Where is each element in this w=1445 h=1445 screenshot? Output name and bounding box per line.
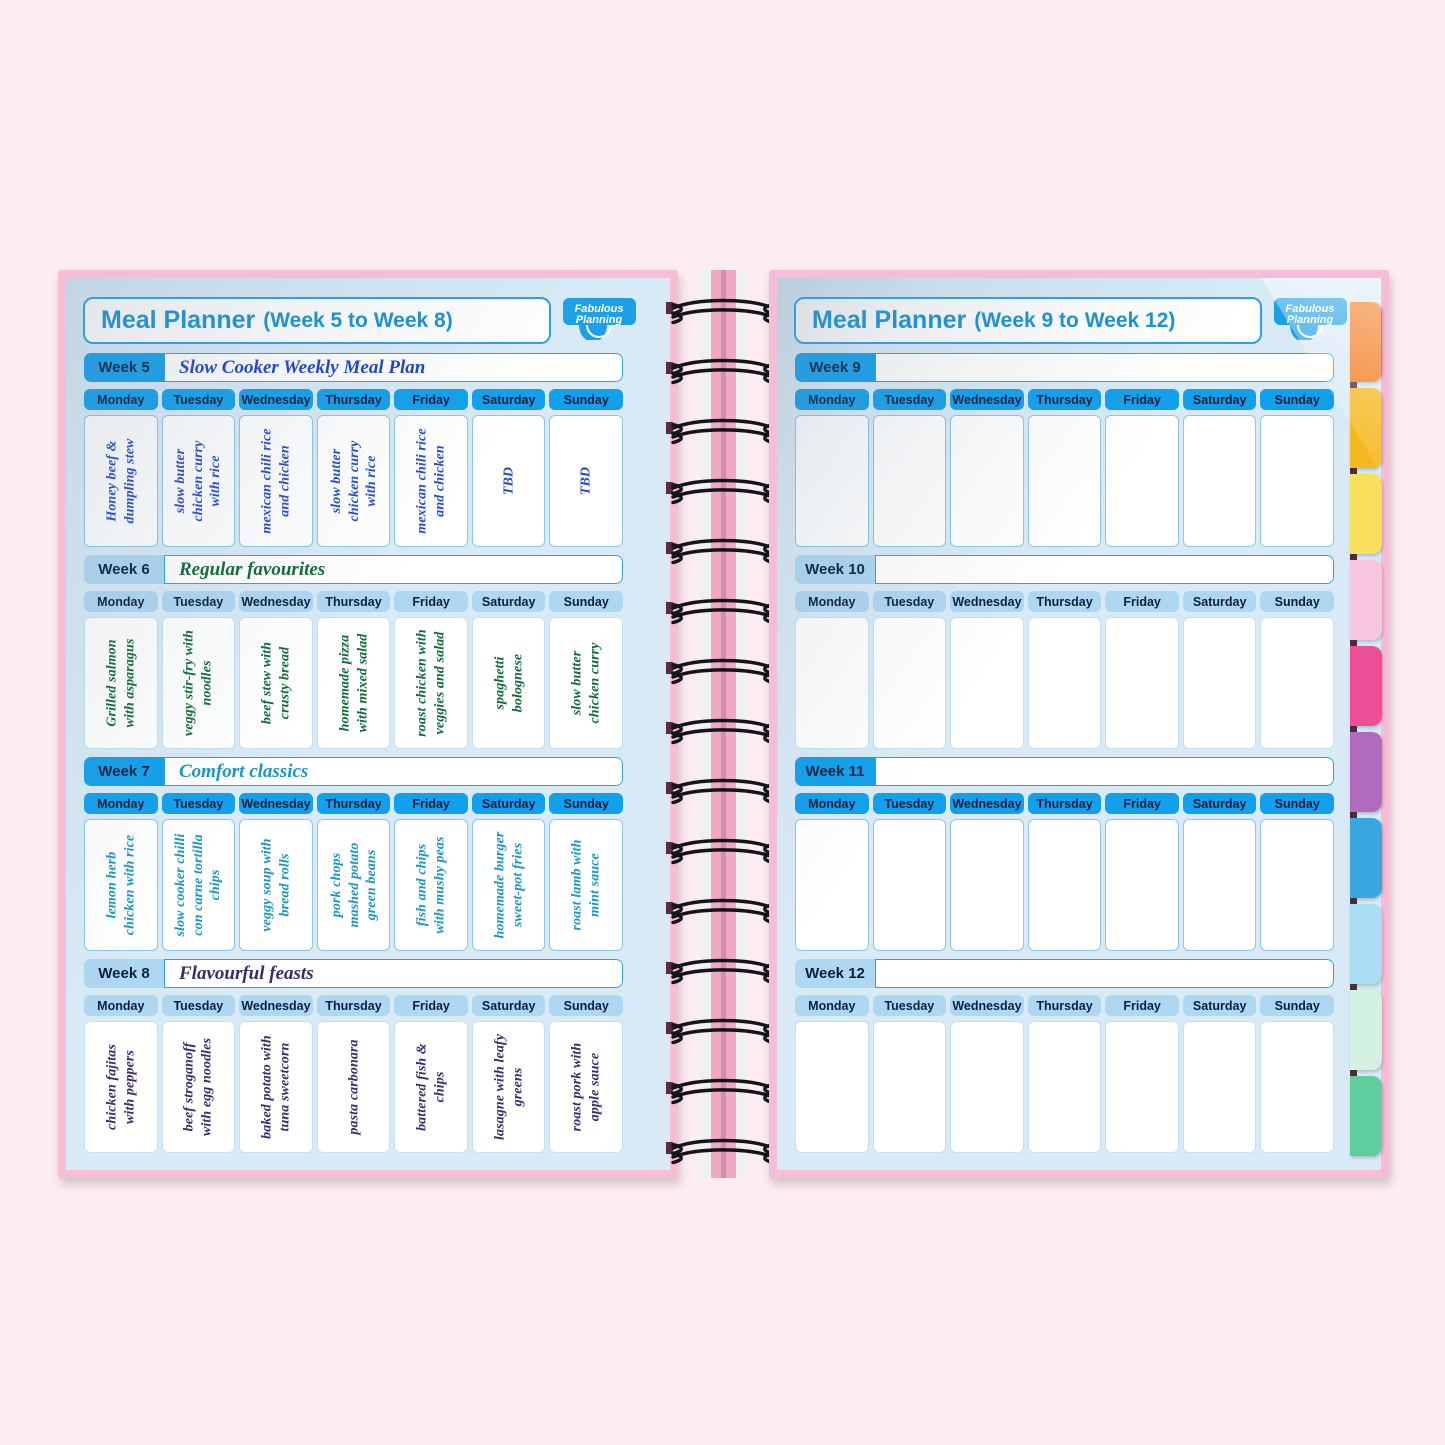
svg-text:Planning: Planning bbox=[576, 314, 623, 326]
svg-text:Planning: Planning bbox=[1287, 314, 1334, 326]
